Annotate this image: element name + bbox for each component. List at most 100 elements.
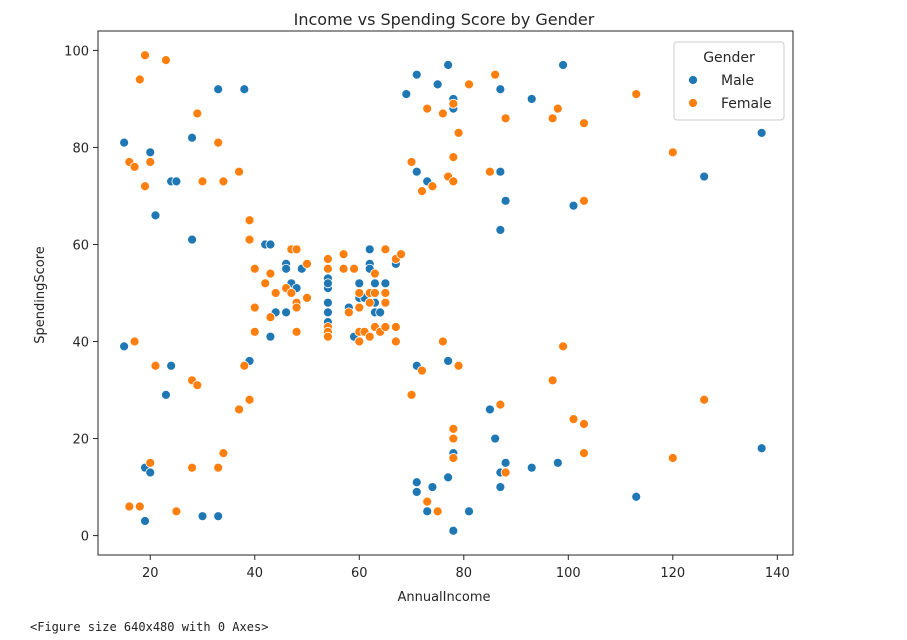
data-point-female	[667, 147, 678, 158]
data-point-female	[390, 322, 401, 332]
data-point-female	[500, 113, 511, 124]
data-point-female	[547, 375, 558, 386]
data-point-female	[265, 312, 276, 323]
data-point-female	[270, 288, 281, 298]
data-point-female	[323, 263, 333, 274]
data-point-male	[354, 278, 365, 289]
data-point-female	[140, 181, 150, 192]
data-point-female	[448, 433, 459, 444]
data-point-female	[249, 326, 260, 337]
data-point-female	[286, 288, 297, 298]
y-axis-label: SpendingScore	[33, 246, 48, 344]
data-point-male	[213, 511, 224, 522]
data-point-female	[464, 79, 474, 90]
data-point-female	[667, 453, 678, 463]
data-point-female	[417, 365, 427, 376]
data-point-female	[490, 69, 501, 80]
data-point-female	[390, 336, 401, 347]
data-point-female	[129, 336, 140, 347]
legend-title: Gender	[703, 50, 755, 66]
data-point-male	[375, 307, 386, 318]
data-point-female	[265, 268, 276, 279]
data-point-female	[150, 360, 161, 371]
data-point-female	[244, 215, 255, 226]
legend-label-female: Female	[721, 96, 772, 112]
data-point-female	[432, 506, 443, 517]
x-tick-label: 80	[456, 566, 473, 581]
y-tick-label: 20	[72, 433, 89, 448]
data-point-male	[281, 307, 292, 318]
data-point-male	[401, 89, 412, 99]
data-point-female	[552, 103, 563, 114]
data-point-female	[349, 263, 359, 274]
data-point-male	[281, 263, 292, 274]
data-point-female	[631, 89, 642, 99]
data-point-female	[187, 462, 197, 473]
data-point-female	[234, 166, 244, 177]
data-point-female	[323, 331, 333, 342]
y-tick-label: 80	[72, 141, 89, 156]
data-point-female	[370, 288, 380, 298]
data-point-male	[495, 482, 506, 492]
data-point-female	[249, 263, 260, 274]
data-point-female	[218, 176, 229, 187]
data-point-female	[291, 326, 302, 337]
legend-box	[673, 41, 785, 121]
x-tick-label: 140	[765, 566, 790, 581]
data-point-male	[187, 234, 197, 245]
data-point-male	[495, 225, 506, 235]
data-point-female	[448, 176, 459, 187]
legend-marker-male	[688, 75, 698, 85]
data-point-female	[291, 244, 302, 255]
data-point-female	[380, 297, 391, 308]
data-point-male	[239, 84, 250, 95]
data-point-male	[526, 462, 537, 473]
data-point-female	[453, 360, 464, 371]
data-point-female	[249, 302, 260, 313]
legend: Gender Male Female	[673, 41, 785, 121]
data-point-male	[197, 511, 208, 522]
data-point-male	[443, 472, 454, 483]
data-point-female	[354, 302, 365, 313]
data-point-female	[422, 103, 433, 114]
data-point-female	[448, 152, 459, 163]
data-point-female	[699, 394, 710, 405]
data-point-male	[448, 525, 459, 536]
data-point-female	[239, 360, 250, 371]
data-point-female	[171, 506, 182, 517]
data-point-female	[370, 268, 380, 279]
data-point-female	[380, 322, 391, 332]
data-point-male	[422, 506, 433, 517]
data-point-female	[161, 55, 171, 66]
x-tick-label: 40	[246, 566, 263, 581]
data-point-male	[427, 482, 438, 492]
data-point-female	[140, 50, 150, 61]
data-point-male	[495, 84, 506, 95]
data-point-male	[145, 467, 156, 478]
x-tick-label: 60	[351, 566, 368, 581]
data-point-male	[364, 244, 375, 255]
data-point-female	[406, 157, 417, 167]
data-point-male	[411, 477, 422, 488]
data-point-female	[417, 186, 427, 197]
data-point-female	[338, 249, 349, 260]
data-point-female	[558, 341, 568, 352]
data-point-male	[370, 278, 380, 289]
data-point-female	[380, 288, 391, 298]
x-axis: 20 40 60 80 100 120 140	[142, 555, 790, 581]
data-point-male	[265, 331, 276, 342]
data-point-female	[338, 263, 349, 274]
data-point-female	[453, 127, 464, 138]
data-point-female	[448, 423, 459, 434]
data-point-female	[124, 501, 135, 512]
data-point-female	[406, 389, 417, 400]
data-point-female	[579, 419, 589, 429]
data-point-female	[134, 501, 145, 512]
data-point-female	[134, 74, 145, 85]
data-point-female	[500, 467, 511, 478]
data-point-female	[145, 457, 156, 468]
data-point-male	[140, 516, 150, 526]
data-point-female	[323, 254, 333, 264]
data-point-male	[411, 487, 422, 497]
data-point-female	[579, 195, 589, 206]
